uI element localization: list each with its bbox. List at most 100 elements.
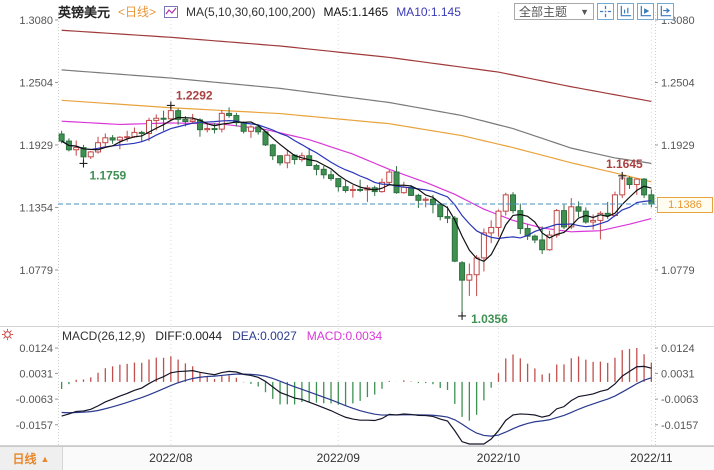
- ma10-line: [61, 120, 652, 240]
- candle-body: [444, 216, 451, 219]
- candle-body: [590, 219, 597, 223]
- candle-body: [502, 194, 509, 212]
- price-axis-label-right: 1.0779: [661, 265, 695, 277]
- candle-body: [473, 257, 480, 276]
- axis-pan-button[interactable]: [657, 3, 674, 20]
- price-axis-label-left: 1.1354: [19, 202, 53, 214]
- candle-body: [95, 142, 102, 153]
- macd-axis-label-left: 0.0031: [19, 368, 53, 380]
- price-axis-label-left: 1.3080: [19, 15, 53, 27]
- candle-body: [233, 115, 240, 124]
- candle-body: [138, 131, 145, 134]
- axis-scale-icon: [620, 5, 632, 17]
- candle-body: [175, 110, 182, 120]
- candle-body: [451, 217, 458, 262]
- ma200-line: [61, 29, 652, 103]
- candle-body: [102, 137, 109, 144]
- macd-legend: MACD(26,12,9) DIFF:0.0044 DEA:0.0027 MAC…: [62, 329, 382, 343]
- date-label: 2022/08: [149, 451, 193, 465]
- candle-body: [247, 126, 254, 132]
- candle-body: [459, 262, 466, 281]
- axis-play-icon: [640, 5, 652, 17]
- candle-body: [560, 210, 567, 228]
- candle-body: [531, 235, 538, 241]
- period-selector[interactable]: 日线 ▲: [0, 447, 63, 470]
- macd-axis-label-right: -0.0157: [661, 420, 698, 432]
- candle-body: [87, 151, 94, 158]
- date-label: 2022/09: [316, 451, 360, 465]
- extreme-cross-marker: [458, 311, 467, 320]
- candle-body: [400, 186, 407, 194]
- candle-body: [568, 206, 575, 228]
- candle-body: [320, 168, 327, 176]
- dropdown-caret-icon: ▼: [580, 6, 589, 17]
- toolbar: 全部主题 ▼: [514, 3, 674, 20]
- symbol-title: 英镑美元: [58, 5, 111, 20]
- ma60-line: [61, 99, 652, 183]
- candle-body: [146, 119, 153, 134]
- ma30-line: [61, 120, 652, 233]
- extreme-cross-marker: [79, 159, 88, 168]
- price-axis-label-right: 1.1929: [661, 140, 695, 152]
- date-label: 2022/11: [630, 451, 673, 465]
- time-axis-bar: 日线 ▲ 2022/08 2022/09 2022/10 2022/11: [0, 446, 714, 470]
- candle-body: [386, 171, 393, 183]
- candle-body: [109, 137, 116, 141]
- candle-body: [167, 110, 174, 120]
- candle-body: [575, 206, 582, 212]
- macd-title: MACD(26,12,9): [62, 329, 146, 343]
- candle-body: [480, 232, 487, 259]
- chart-legend: 英镑美元 <日线> MA(5,10,30,60,100,200) MA5:1.1…: [58, 2, 461, 21]
- macd-value: MACD:0.0034: [306, 329, 383, 343]
- period-label: 日线: [12, 452, 37, 466]
- candle-body: [124, 136, 131, 139]
- crosshair-button[interactable]: [597, 3, 614, 20]
- candle-body: [495, 210, 502, 228]
- macd-axis-label-left: -0.0157: [16, 420, 53, 432]
- price-axis-label-right: 1.2504: [661, 78, 695, 90]
- candle-body: [313, 165, 320, 170]
- candle-body: [604, 212, 611, 217]
- candle-body: [255, 126, 262, 133]
- candles-layer: [58, 105, 655, 316]
- candle-body: [633, 178, 640, 186]
- theme-dropdown-label: 全部主题: [519, 5, 568, 19]
- candle-body: [240, 122, 247, 132]
- candle-body: [393, 171, 400, 194]
- candle-body: [510, 194, 517, 212]
- macd-axis-label-left: -0.0063: [16, 394, 53, 406]
- candle-body: [277, 155, 284, 164]
- diff-value: DIFF:0.0044: [155, 329, 223, 343]
- candle-body: [626, 177, 633, 186]
- extreme-cross-marker: [166, 101, 175, 110]
- candle-body: [553, 210, 560, 236]
- price-axis-label-left: 1.2504: [19, 78, 53, 90]
- low-price-label: 1.1759: [89, 168, 126, 182]
- candle-body: [408, 186, 415, 196]
- candle-body: [153, 117, 160, 121]
- candle-body: [539, 239, 546, 251]
- ma5-line: [61, 116, 652, 263]
- candle-body: [335, 178, 342, 188]
- theme-dropdown[interactable]: 全部主题 ▼: [514, 3, 594, 20]
- axis-play-button[interactable]: [637, 3, 654, 20]
- indicator-settings-icon[interactable]: [1, 328, 15, 342]
- ma100-line: [61, 69, 652, 164]
- candle-body: [160, 117, 167, 120]
- dea-line: [61, 373, 652, 437]
- candle-body: [488, 226, 495, 234]
- ma10-value: MA10:1.145: [396, 4, 461, 19]
- candle-body: [342, 186, 349, 192]
- axis-scale-button[interactable]: [617, 3, 634, 20]
- candle-body: [357, 188, 364, 191]
- macd-axis-label-right: -0.0063: [661, 394, 698, 406]
- candle-body: [349, 188, 356, 192]
- candle-body: [204, 128, 211, 131]
- price-axis-label-left: 1.1929: [19, 140, 53, 152]
- high-price-label: 1.1645: [606, 157, 643, 171]
- candle-body: [284, 154, 291, 164]
- candle-body: [116, 136, 123, 141]
- price-axis-label-left: 1.0779: [19, 265, 53, 277]
- candle-body: [269, 144, 276, 157]
